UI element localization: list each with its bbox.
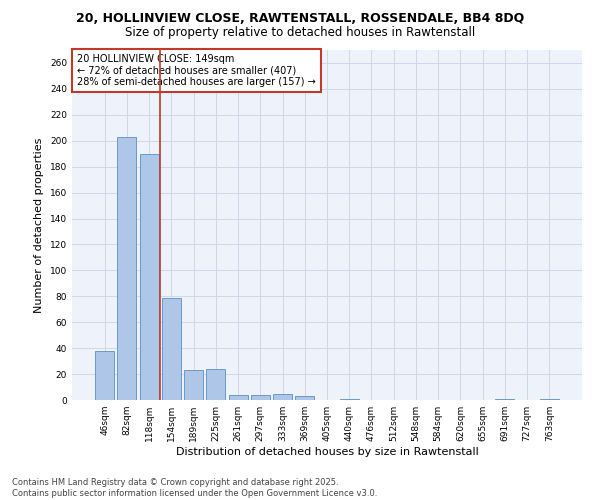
Bar	[540, 398, 559, 400]
Bar	[273, 394, 292, 400]
Bar	[229, 395, 248, 400]
X-axis label: Distribution of detached houses by size in Rawtenstall: Distribution of detached houses by size …	[176, 447, 478, 457]
Bar	[295, 396, 314, 400]
Bar	[251, 395, 270, 400]
Text: 20, HOLLINVIEW CLOSE, RAWTENSTALL, ROSSENDALE, BB4 8DQ: 20, HOLLINVIEW CLOSE, RAWTENSTALL, ROSSE…	[76, 12, 524, 26]
Bar	[118, 137, 136, 400]
Text: Contains HM Land Registry data © Crown copyright and database right 2025.
Contai: Contains HM Land Registry data © Crown c…	[12, 478, 377, 498]
Bar	[206, 369, 225, 400]
Bar	[496, 398, 514, 400]
Bar	[95, 350, 114, 400]
Bar	[162, 298, 181, 400]
Bar	[340, 398, 359, 400]
Y-axis label: Number of detached properties: Number of detached properties	[34, 138, 44, 312]
Bar	[184, 370, 203, 400]
Text: 20 HOLLINVIEW CLOSE: 149sqm
← 72% of detached houses are smaller (407)
28% of se: 20 HOLLINVIEW CLOSE: 149sqm ← 72% of det…	[77, 54, 316, 86]
Text: Size of property relative to detached houses in Rawtenstall: Size of property relative to detached ho…	[125, 26, 475, 39]
Bar	[140, 154, 158, 400]
